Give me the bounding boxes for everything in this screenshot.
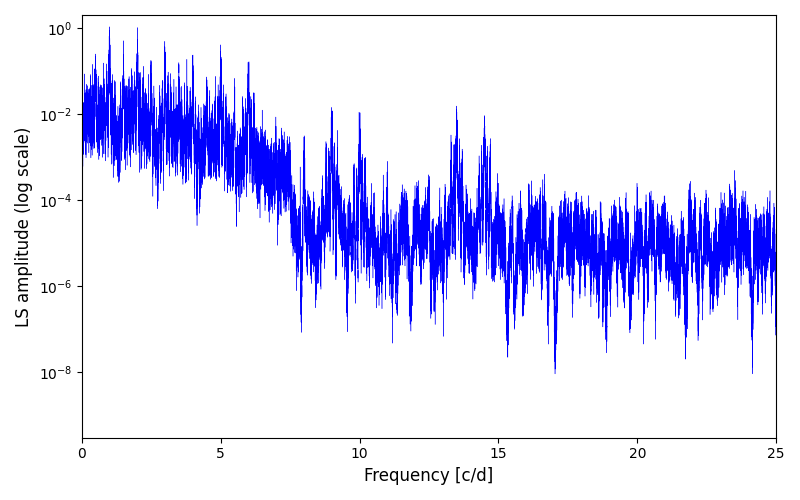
- X-axis label: Frequency [c/d]: Frequency [c/d]: [364, 467, 494, 485]
- Y-axis label: LS amplitude (log scale): LS amplitude (log scale): [15, 126, 33, 326]
